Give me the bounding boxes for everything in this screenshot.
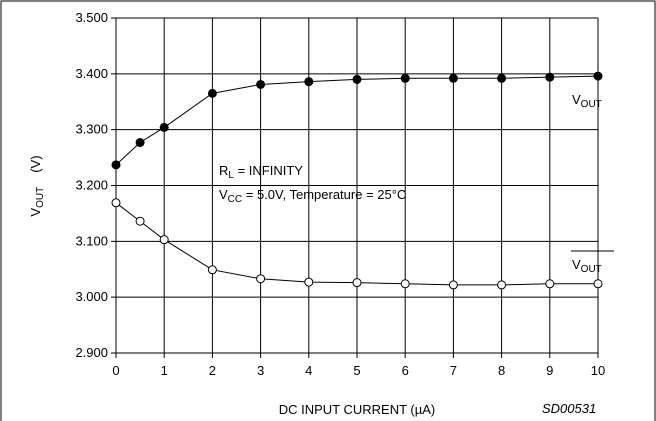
y-tick-label-3: 3.200	[75, 178, 108, 193]
x-tick-label-9: 9	[546, 363, 553, 378]
x-tick-label-0: 0	[112, 363, 119, 378]
x-tick-label-10: 10	[591, 363, 605, 378]
data-point-s0-0	[111, 160, 121, 170]
series-label-vout-inverted: VOUT	[572, 257, 602, 275]
data-point-s0-11	[593, 71, 603, 81]
data-point-s1-10	[545, 279, 555, 289]
y-tick-label-0: 2.900	[75, 345, 108, 360]
data-point-s1-8	[448, 280, 458, 290]
data-point-s0-10	[545, 72, 555, 82]
data-point-s1-6	[352, 278, 362, 288]
series-line-1	[115, 202, 598, 286]
data-point-s0-1	[135, 138, 145, 148]
x-tick-label-6: 6	[402, 363, 409, 378]
data-point-s0-6	[352, 74, 362, 84]
data-point-s0-5	[304, 77, 314, 87]
y-tick-label-1: 3.000	[75, 289, 108, 304]
data-point-s1-11	[593, 279, 603, 289]
annotation-conditions: VCC = 5.0V, Temperature = 25°C	[219, 187, 406, 205]
data-point-s1-5	[304, 277, 314, 287]
y-tick-label-6: 3.500	[75, 10, 108, 25]
data-point-s1-9	[497, 280, 507, 290]
series-layer	[111, 71, 603, 290]
data-point-s1-3	[207, 265, 217, 275]
y-tick-label-5: 3.400	[75, 66, 108, 81]
y-tick-labels: 2.900 3.000 3.100 3.200 3.300 3.400 3.500	[75, 10, 108, 360]
data-point-s1-4	[256, 274, 266, 284]
data-point-s0-7	[400, 73, 410, 83]
figure-code: SD00531	[542, 401, 596, 416]
data-point-s0-2	[159, 122, 169, 132]
x-tick-label-5: 5	[353, 363, 360, 378]
data-point-s0-3	[207, 88, 217, 98]
x-tick-label-8: 8	[498, 363, 505, 378]
x-tick-label-3: 3	[257, 363, 264, 378]
data-point-s0-8	[448, 73, 458, 83]
y-tick-label-4: 3.300	[75, 122, 108, 137]
data-point-s1-2	[159, 235, 169, 245]
series-label-vout: VOUT	[572, 92, 602, 110]
y-tick-label-2: 3.100	[75, 233, 108, 248]
x-tick-label-4: 4	[305, 363, 312, 378]
x-tick-label-2: 2	[209, 363, 216, 378]
x-tick-label-7: 7	[450, 363, 457, 378]
x-axis-title: DC INPUT CURRENT (µA)	[279, 402, 436, 417]
annotation-load: RL = INFINITY	[219, 163, 303, 181]
data-point-s1-7	[400, 279, 410, 289]
x-tick-label-1: 1	[161, 363, 168, 378]
data-point-s1-0	[111, 198, 121, 208]
series-line-0	[115, 75, 599, 166]
x-tick-labels: 0 1 2 3 4 5 6 7 8 9 10	[112, 363, 605, 378]
y-axis-title: VOUT(V)	[28, 155, 46, 216]
data-point-s1-1	[135, 216, 145, 226]
data-point-s0-9	[497, 73, 507, 83]
data-point-s0-4	[256, 79, 266, 89]
